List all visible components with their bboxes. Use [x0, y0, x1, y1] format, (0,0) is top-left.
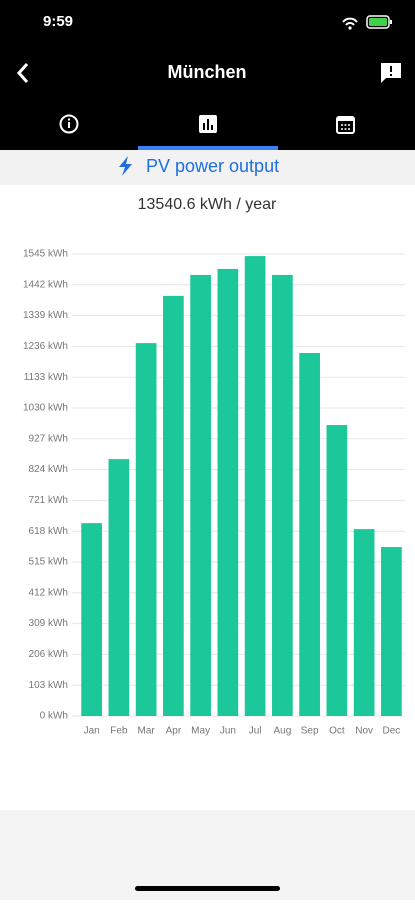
bolt-icon	[119, 156, 132, 176]
status-time: 9:59	[43, 13, 73, 30]
plot: 0 kWh 103 kWh 206 kWh 309 kWh 412 kWh 515 kWh…	[23, 249, 405, 737]
y-tick-label: 1545 kWh	[23, 249, 68, 260]
chart-subtitle: 13540.6 kWh / year	[138, 196, 277, 213]
bottom-area	[0, 810, 415, 900]
x-tick-label: Jul	[249, 726, 262, 737]
x-tick-label: Sep	[301, 726, 319, 737]
bar	[108, 459, 130, 716]
feedback-button[interactable]	[381, 63, 401, 83]
y-tick-label: 103 kWh	[29, 680, 68, 691]
tab-chart[interactable]	[199, 115, 217, 133]
chart-title: PV power output	[146, 156, 279, 176]
status-icons	[342, 15, 392, 30]
tab-calendar[interactable]	[336, 116, 355, 134]
bar	[81, 523, 102, 716]
back-button[interactable]	[16, 63, 29, 83]
home-indicator	[135, 886, 280, 891]
heading-band	[0, 150, 415, 185]
bar	[190, 274, 211, 716]
x-tick-label: Jan	[84, 726, 100, 737]
y-tick-label: 412 kWh	[29, 587, 68, 598]
x-tick-label: May	[191, 726, 210, 737]
header-title: München	[168, 62, 247, 82]
y-tick-label: 618 kWh	[29, 526, 68, 537]
y-tick-label: 0 kWh	[40, 711, 68, 722]
y-tick-label: 1442 kWh	[23, 279, 68, 290]
y-tick-label: 824 kWh	[29, 464, 68, 475]
y-tick-label: 721 kWh	[29, 495, 68, 506]
x-tick-label: Nov	[355, 726, 373, 737]
y-tick-label: 1339 kWh	[23, 310, 68, 321]
y-tick-label: 927 kWh	[29, 433, 68, 444]
y-tick-label: 206 kWh	[29, 649, 68, 660]
y-tick-label: 1236 kWh	[23, 341, 68, 352]
y-tick-label: 1030 kWh	[23, 403, 68, 414]
y-tick-label: 515 kWh	[29, 557, 68, 568]
x-tick-label: Feb	[110, 726, 128, 737]
y-tick-label: 309 kWh	[29, 618, 68, 629]
bar	[326, 425, 348, 716]
x-tick-label: Apr	[166, 726, 182, 737]
bar	[217, 268, 239, 716]
tab-indicator	[138, 146, 278, 150]
x-tick-label: Oct	[329, 726, 345, 737]
bar	[272, 274, 293, 716]
bar	[353, 529, 375, 716]
bar	[381, 547, 402, 716]
x-tick-label: Jun	[220, 726, 236, 737]
bar	[299, 352, 320, 716]
x-tick-label: Mar	[138, 726, 156, 737]
bar	[135, 343, 157, 716]
bar	[244, 256, 266, 716]
x-tick-label: Aug	[273, 726, 291, 737]
tab-info[interactable]	[59, 114, 79, 134]
bar	[163, 295, 184, 716]
y-tick-label: 1133 kWh	[24, 372, 68, 383]
x-tick-label: Dec	[382, 726, 400, 737]
